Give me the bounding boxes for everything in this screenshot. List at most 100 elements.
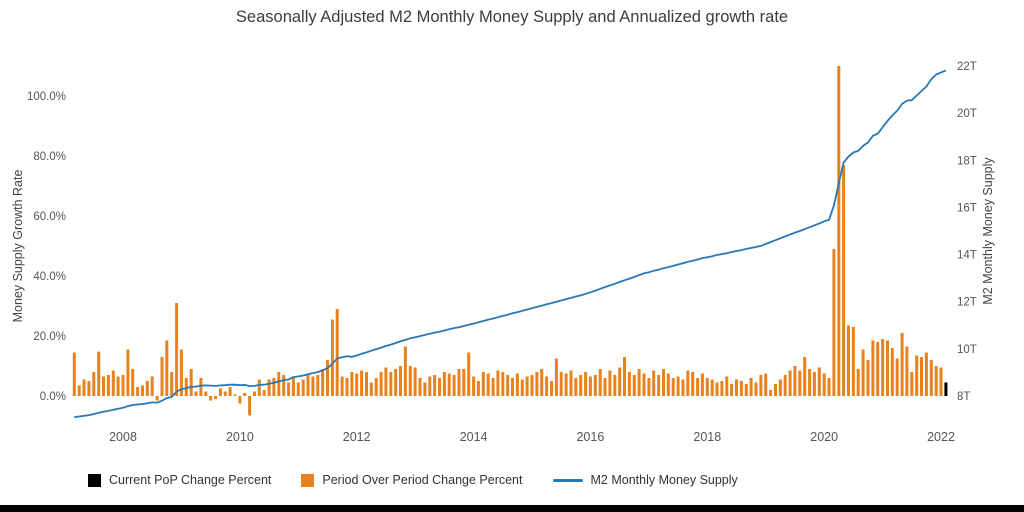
- pop-growth-bar: [204, 391, 208, 396]
- right-tick-label: 10T: [957, 344, 977, 356]
- pop-growth-bar: [175, 303, 179, 396]
- plot-layer: 2008 2010 2012 2014 2016 2018 2020 2022 0.0% 20.0…: [27, 61, 977, 444]
- left-tick-label: 100.0%: [27, 91, 66, 103]
- pop-growth-bar: [345, 378, 349, 396]
- pop-growth-bar: [720, 381, 724, 396]
- pop-growth-bar: [287, 382, 291, 396]
- pop-growth-bar: [705, 378, 709, 396]
- pop-growth-bar: [525, 376, 529, 396]
- pop-growth-bar: [550, 381, 553, 396]
- pop-growth-bar: [803, 357, 807, 396]
- x-tick-label: 2010: [226, 430, 254, 444]
- pop-growth-bar: [759, 375, 763, 396]
- pop-growth-bar: [686, 370, 690, 396]
- pop-growth-bar: [924, 352, 928, 396]
- pop-growth-bar: [817, 367, 821, 396]
- pop-growth-bar: [379, 372, 383, 396]
- pop-growth-bar: [939, 367, 943, 396]
- pop-growth-bar: [540, 369, 544, 396]
- pop-growth-bar: [365, 372, 368, 396]
- pop-growth-bar: [710, 379, 714, 396]
- pop-growth-bar: [851, 327, 855, 396]
- pop-growth-bar: [588, 376, 592, 396]
- legend-item-current-pop[interactable]: Current PoP Change Percent: [88, 473, 271, 487]
- pop-growth-bar: [160, 357, 164, 396]
- pop-growth-bar: [189, 369, 193, 396]
- pop-growth-bar: [462, 369, 466, 396]
- x-tick-label: 2022: [927, 430, 955, 444]
- pop-growth-bar: [632, 375, 636, 396]
- pop-growth-bar: [433, 375, 437, 396]
- left-axis-title: Money Supply Growth Rate: [11, 170, 25, 323]
- pop-growth-bar: [262, 390, 266, 396]
- pop-growth-bar: [155, 396, 159, 401]
- pop-growth-bar: [808, 369, 812, 396]
- pop-growth-bar: [662, 369, 665, 396]
- legend-item-m2-line[interactable]: M2 Monthly Money Supply: [552, 473, 738, 487]
- pop-growth-bar: [515, 373, 519, 396]
- pop-growth-bar: [598, 369, 602, 396]
- pop-growth-bar: [934, 366, 938, 396]
- pop-growth-bar: [306, 375, 310, 396]
- pop-growth-bar: [506, 375, 510, 396]
- pop-growth-bar: [82, 379, 86, 396]
- pop-growth-bar: [579, 375, 583, 396]
- x-tick-label: 2020: [810, 430, 838, 444]
- pop-growth-bar: [496, 370, 500, 396]
- pop-growth-bar: [350, 372, 354, 396]
- pop-growth-bar: [696, 378, 700, 396]
- pop-growth-bar: [403, 346, 407, 396]
- pop-growth-bar: [584, 372, 588, 396]
- pop-growth-bar: [856, 369, 860, 396]
- pop-growth-bar: [389, 372, 393, 396]
- pop-growth-bar: [700, 373, 704, 396]
- pop-growth-bar: [769, 390, 773, 396]
- pop-growth-bar: [915, 355, 919, 396]
- m2-line-swatch-icon: [552, 478, 583, 482]
- pop-growth-bar: [905, 346, 909, 396]
- right-tick-label: 16T: [957, 202, 977, 214]
- pop-growth-bar: [837, 66, 841, 396]
- pop-growth-bar: [613, 375, 617, 396]
- pop-growth-bar: [876, 342, 880, 396]
- pop-growth-bar: [209, 396, 213, 401]
- pop-growth-bar: [798, 370, 802, 396]
- pop-growth-bar: [637, 369, 641, 396]
- pop-growth-bar: [861, 349, 865, 396]
- pop-growth-bar: [554, 358, 558, 396]
- current-pop-swatch-icon: [88, 473, 101, 487]
- pop-growth-bar: [574, 378, 578, 396]
- pop-growth-bar: [910, 372, 914, 396]
- x-tick-label: 2014: [460, 430, 488, 444]
- pop-growth-bar: [871, 340, 875, 396]
- x-tick-label: 2008: [109, 430, 137, 444]
- pop-growth-bar: [725, 376, 729, 396]
- pop-growth-bar: [666, 373, 670, 396]
- x-tick-label: 2018: [693, 430, 721, 444]
- right-tick-label: 8T: [957, 391, 970, 403]
- left-tick-label: 40.0%: [33, 271, 66, 283]
- pop-growth-bar: [277, 372, 281, 396]
- pop-growth-bar: [374, 378, 378, 396]
- pop-growth-bar: [627, 372, 631, 396]
- pop-growth-bar: [408, 366, 412, 396]
- pop-growth-bar: [214, 396, 217, 399]
- pop-growth-bar: [774, 384, 777, 396]
- pop-growth-bar: [399, 366, 402, 396]
- pop-growth-bar: [564, 373, 568, 396]
- pop-growth-bar: [501, 372, 505, 396]
- pop-growth-bar: [87, 381, 91, 396]
- pop-growth-bar: [272, 378, 276, 396]
- pop-growth-bar: [618, 367, 622, 396]
- pop-growth-bar: [812, 372, 816, 396]
- pop-growth-bar: [827, 378, 831, 396]
- pop-growth-bar: [652, 370, 656, 396]
- legend-item-pop-change[interactable]: Period Over Period Change Percent: [301, 473, 523, 487]
- pop-growth-bar: [106, 375, 110, 396]
- pop-growth-bar: [764, 373, 768, 396]
- pop-growth-bar: [126, 349, 130, 396]
- pop-growth-bar: [447, 373, 451, 396]
- legend-label-current-pop: Current PoP Change Percent: [109, 473, 272, 487]
- pop-growth-bar: [92, 372, 96, 396]
- current-pop-bar: [944, 382, 948, 396]
